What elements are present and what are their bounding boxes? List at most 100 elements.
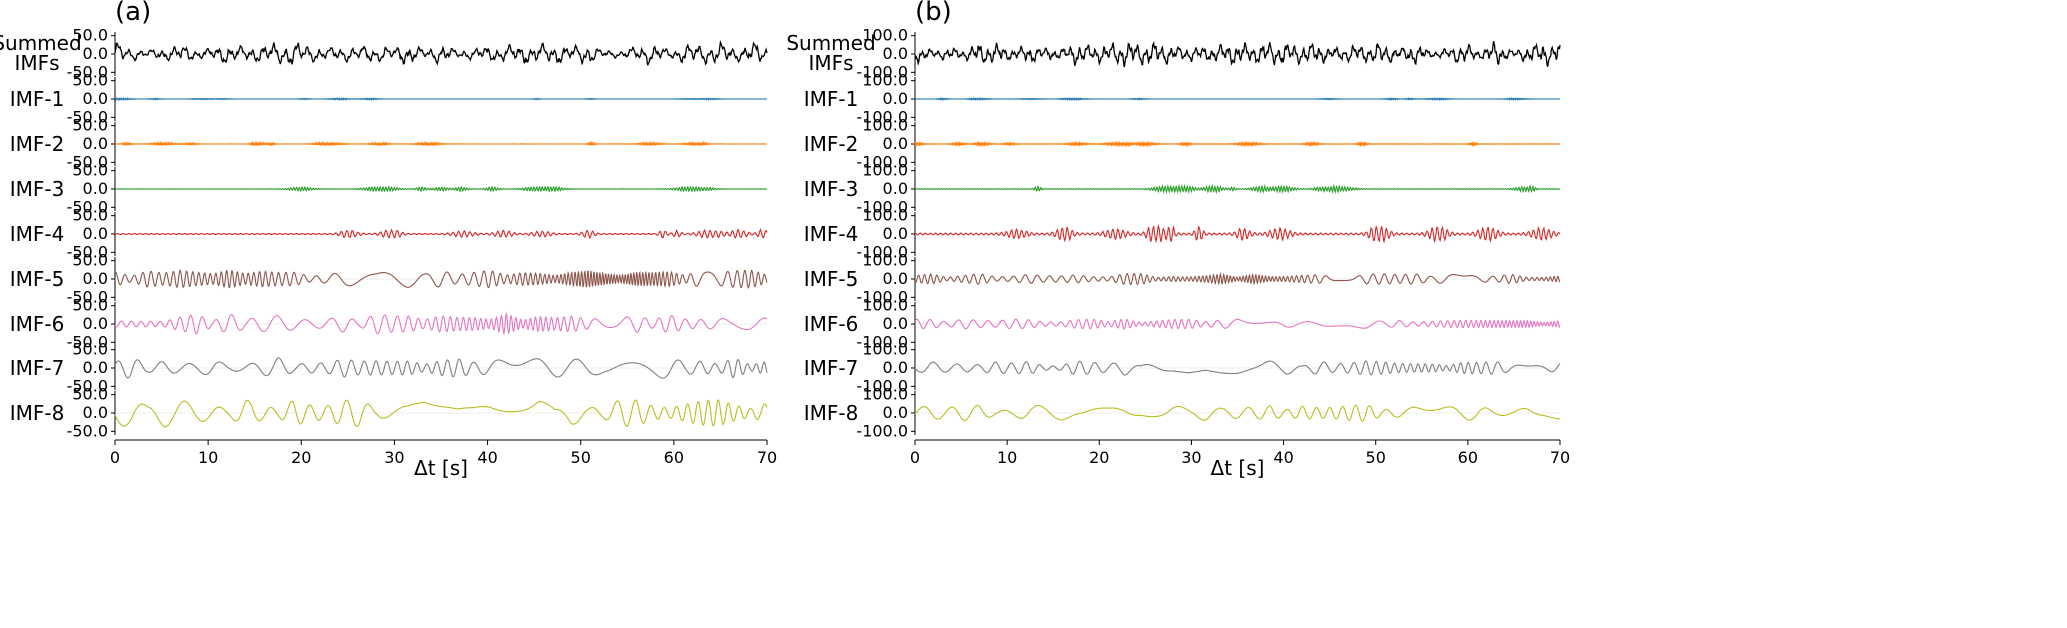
- y-tick-label: 100.0: [862, 385, 908, 404]
- y-tick-label: -50.0: [67, 242, 108, 261]
- x-tick-label: 0: [910, 448, 920, 467]
- y-tick-label: -50.0: [67, 197, 108, 216]
- row-imf-7: IMF-7 50.00.0-50.0: [10, 340, 768, 395]
- series-line-imf-8: [914, 404, 1561, 422]
- y-tick-label: 0.0: [83, 314, 108, 333]
- series-line-imf-3: [114, 185, 768, 193]
- y-tick-label: 100.0: [862, 71, 908, 90]
- y-tick-label: 50.0: [72, 340, 108, 359]
- row-label: IMF-5: [10, 267, 65, 291]
- y-tick-label: 50.0: [72, 206, 108, 225]
- y-tick-label: 100.0: [862, 251, 908, 270]
- y-tick-label: 50.0: [72, 161, 108, 180]
- row-imf-4: IMF-4 50.00.0-50.0: [10, 206, 768, 261]
- x-tick-label: 30: [384, 448, 404, 467]
- x-axis: 0 10 20 30 40 50 60 70 Δt [s]: [910, 439, 1570, 480]
- y-tick-label: 50.0: [72, 71, 108, 90]
- y-tick-label: 0.0: [83, 134, 108, 153]
- y-tick-label: 100.0: [862, 161, 908, 180]
- y-tick-label: 0.0: [883, 269, 908, 288]
- y-tick-label: 50.0: [72, 296, 108, 315]
- row-label: IMF-6: [804, 312, 859, 336]
- y-tick-label: -100.0: [856, 287, 908, 306]
- row-label: IMF-5: [804, 267, 859, 291]
- row-imf-5: IMF-5 50.00.0-50.0: [10, 251, 768, 306]
- row-label: IMF-8: [804, 401, 859, 425]
- panel-label: (b): [915, 0, 952, 27]
- y-tick-label: 50.0: [72, 116, 108, 135]
- x-tick-label: 20: [1089, 448, 1109, 467]
- row-imf-6: IMF-6 50.00.0-50.0: [10, 296, 768, 351]
- series-line-imf-8: [114, 399, 768, 428]
- series-line-imf-6: [914, 318, 1561, 330]
- y-tick-label: 0.0: [83, 224, 108, 243]
- row-label: IMFs: [14, 51, 59, 75]
- row-label: IMF-3: [10, 177, 65, 201]
- row-label: IMF-7: [804, 356, 859, 380]
- series-line-imf-3: [914, 183, 1561, 195]
- series-line-imf-1: [915, 96, 1561, 102]
- panel-a: (a)SummedIMFs50.00.0-50.0IMF-150.00.0-50…: [0, 0, 777, 480]
- y-tick-label: 0.0: [83, 269, 108, 288]
- row-label: IMF-2: [10, 132, 65, 156]
- x-tick-label: 60: [664, 448, 684, 467]
- y-tick-label: 0.0: [83, 179, 108, 198]
- row-label: IMF-4: [10, 222, 65, 246]
- row-label: IMF-6: [10, 312, 65, 336]
- y-tick-label: 0.0: [883, 224, 908, 243]
- x-tick-label: 70: [757, 448, 777, 467]
- y-tick-label: 0.0: [83, 358, 108, 377]
- y-tick-label: -100.0: [856, 332, 908, 351]
- y-tick-label: -100.0: [856, 376, 908, 395]
- row-imf-1: IMF-1 50.00.0-50.0: [10, 71, 768, 126]
- series-line-imf-6: [114, 311, 768, 336]
- y-tick-label: 100.0: [862, 116, 908, 135]
- series-line-imf-1: [114, 96, 768, 102]
- row-label: IMF-1: [804, 87, 859, 111]
- series-line-imf-2: [114, 140, 768, 147]
- row-label: IMF-2: [804, 132, 859, 156]
- row-label: IMFs: [808, 51, 853, 75]
- y-tick-label: -50.0: [67, 332, 108, 351]
- x-tick-label: 0: [110, 448, 120, 467]
- y-tick-label: 0.0: [83, 89, 108, 108]
- y-tick-label: 50.0: [72, 385, 108, 404]
- y-tick-label: 0.0: [883, 89, 908, 108]
- panel-label: (a): [115, 0, 151, 27]
- x-tick-label: 30: [1181, 448, 1201, 467]
- y-tick-label: -50.0: [67, 421, 108, 440]
- row-label: Summed: [0, 31, 82, 55]
- row-label: IMF-8: [10, 401, 65, 425]
- row-imf-3: IMF-3 50.00.0-50.0: [10, 161, 768, 216]
- y-tick-label: 0.0: [883, 134, 908, 153]
- row-label: IMF-3: [804, 177, 859, 201]
- x-axis-label: Δt [s]: [414, 456, 468, 480]
- y-tick-label: 100.0: [862, 206, 908, 225]
- x-tick-label: 10: [198, 448, 218, 467]
- x-tick-label: 40: [1273, 448, 1293, 467]
- y-tick-label: 0.0: [83, 44, 108, 63]
- x-tick-label: 60: [1458, 448, 1478, 467]
- x-tick-label: 10: [997, 448, 1017, 467]
- series-line-imf-5: [114, 269, 768, 289]
- series-line-imf-4: [915, 224, 1561, 244]
- y-tick-label: -100.0: [856, 197, 908, 216]
- y-tick-label: 50.0: [72, 26, 108, 45]
- row-label: IMF-4: [804, 222, 859, 246]
- y-tick-label: -50.0: [67, 62, 108, 81]
- y-tick-label: 0.0: [883, 314, 908, 333]
- row-label: IMF-1: [10, 87, 65, 111]
- series-line-summed-imfs: [914, 40, 1561, 68]
- row-imf-2: IMF-2 50.00.0-50.0: [10, 116, 768, 171]
- x-tick-label: 70: [1550, 448, 1570, 467]
